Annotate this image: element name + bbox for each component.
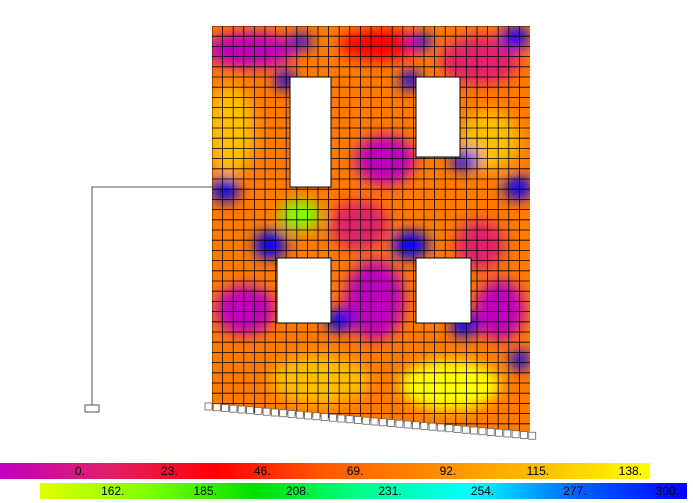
- spring: [511, 430, 520, 439]
- legend-label: 69.: [347, 464, 364, 478]
- spring: [270, 408, 279, 417]
- spring: [503, 429, 512, 438]
- spring: [254, 407, 263, 415]
- spring: [420, 422, 429, 430]
- spring: [237, 405, 246, 414]
- opening: [276, 257, 332, 324]
- spring: [295, 410, 304, 419]
- spring: [436, 423, 445, 432]
- spring: [362, 416, 371, 425]
- spring: [520, 431, 528, 439]
- legend-label: 300.: [656, 484, 679, 498]
- spring: [304, 411, 313, 420]
- base-springs: [204, 402, 537, 440]
- color-bar: [0, 463, 650, 479]
- spring: [329, 413, 337, 422]
- legend-label: 162.: [101, 484, 124, 498]
- spring: [470, 426, 479, 435]
- spring: [287, 410, 296, 418]
- spring: [221, 404, 230, 412]
- spring: [461, 425, 470, 434]
- legend-label: 0.: [75, 464, 85, 478]
- legend-label: 208.: [286, 484, 309, 498]
- legend-label: 231.: [378, 484, 401, 498]
- spring: [279, 409, 288, 418]
- spring: [320, 413, 329, 421]
- spring: [412, 421, 420, 430]
- spring: [204, 402, 213, 411]
- support-block: [84, 404, 100, 413]
- legend-label: 115.: [527, 464, 549, 478]
- spring: [353, 416, 362, 424]
- spring: [212, 403, 221, 412]
- spring: [453, 425, 462, 433]
- spring: [345, 415, 354, 424]
- legend: 0. 23. 46. 69. 92. 115. 138. 162. 185. 208. 231. 25…: [0, 463, 687, 499]
- spring: [445, 424, 454, 433]
- spring: [495, 428, 503, 437]
- legend-label: 254.: [471, 484, 494, 498]
- opening: [415, 76, 461, 158]
- spring: [229, 404, 238, 413]
- spring: [370, 417, 379, 426]
- legend-label: 277.: [563, 484, 586, 498]
- legend-label: 185.: [193, 484, 216, 498]
- color-bar: [40, 483, 687, 499]
- spring: [378, 418, 387, 427]
- spring: [337, 414, 346, 423]
- spring: [395, 419, 404, 428]
- legend-label: 46.: [254, 464, 271, 478]
- support-line: [91, 186, 212, 405]
- opening: [415, 257, 472, 324]
- wall: [212, 26, 530, 432]
- spring: [486, 428, 495, 436]
- spring: [528, 431, 537, 440]
- legend-label: 138.: [619, 464, 642, 478]
- spring: [478, 427, 487, 436]
- spring: [262, 407, 271, 416]
- opening: [289, 76, 332, 188]
- spring: [246, 406, 254, 415]
- spring: [428, 422, 437, 431]
- spring: [312, 412, 321, 421]
- legend-label: 23.: [161, 464, 178, 478]
- legend-label: 92.: [440, 464, 457, 478]
- spring: [403, 420, 412, 429]
- spring: [387, 419, 396, 427]
